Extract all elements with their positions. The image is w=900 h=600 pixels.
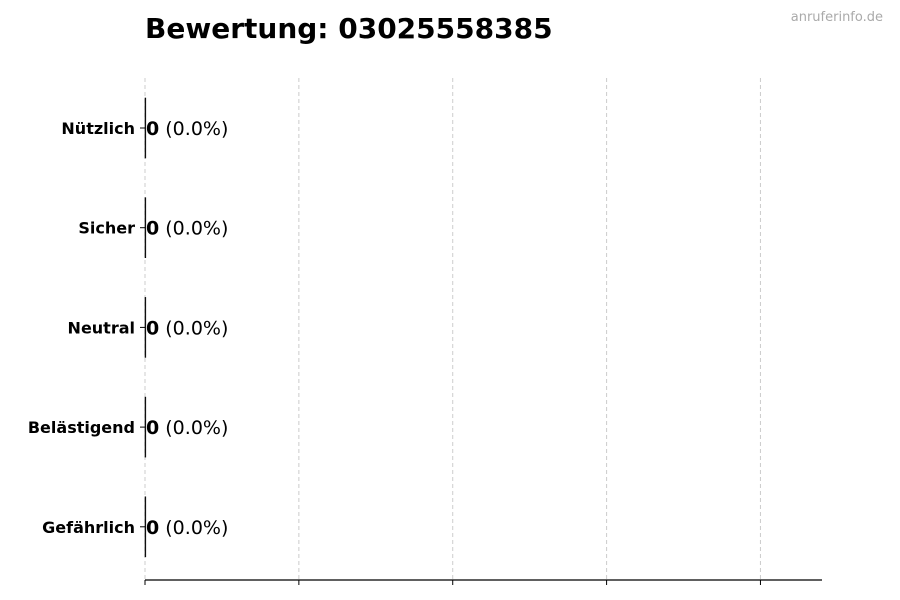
- data-label-percent: (0.0%): [159, 517, 228, 539]
- chart-title: Bewertung: 03025558385: [145, 12, 553, 45]
- y-tick-label: Gefährlich: [42, 518, 135, 537]
- data-label: 0 (0.0%): [146, 417, 228, 439]
- y-tick-label: Neutral: [68, 318, 135, 337]
- data-label-count: 0: [146, 417, 159, 439]
- data-label-count: 0: [146, 218, 159, 240]
- data-label-percent: (0.0%): [159, 317, 228, 339]
- y-tick-label: Nützlich: [61, 119, 135, 138]
- y-tick-label: Belästigend: [28, 418, 135, 437]
- data-label: 0 (0.0%): [146, 517, 228, 539]
- watermark: anruferinfo.de: [790, 10, 883, 25]
- data-label-percent: (0.0%): [159, 417, 228, 439]
- data-label: 0 (0.0%): [146, 317, 228, 339]
- data-label-count: 0: [146, 317, 159, 339]
- data-label: 0 (0.0%): [146, 218, 228, 240]
- y-tick-label: Sicher: [78, 219, 135, 238]
- data-label: 0 (0.0%): [146, 118, 228, 140]
- data-label-count: 0: [146, 517, 159, 539]
- data-label-percent: (0.0%): [159, 118, 228, 140]
- data-label-count: 0: [146, 118, 159, 140]
- data-label-percent: (0.0%): [159, 218, 228, 240]
